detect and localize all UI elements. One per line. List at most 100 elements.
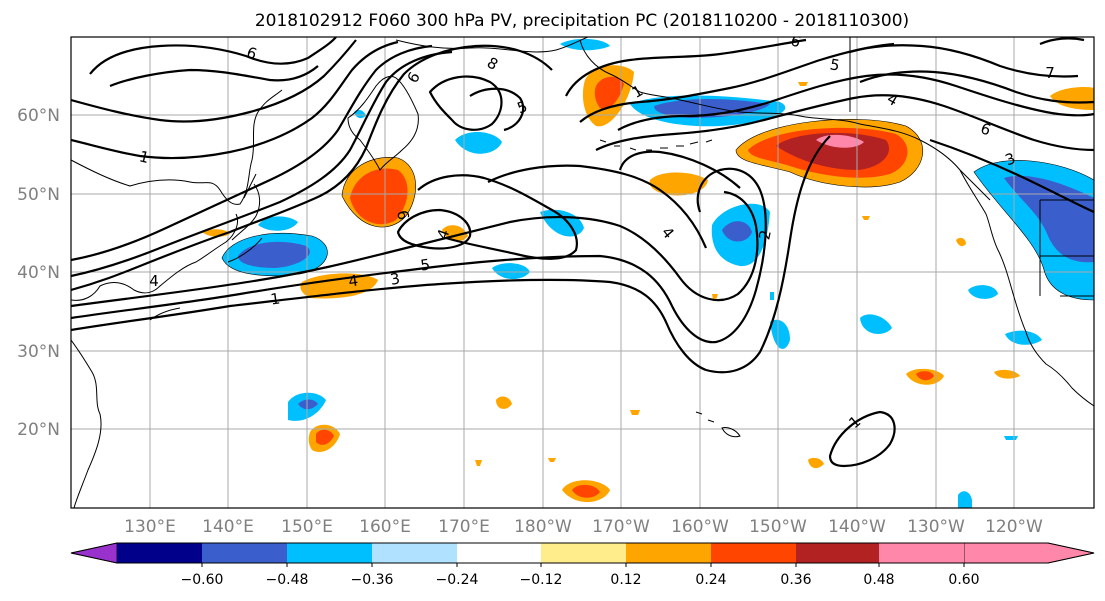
negative-precip-core: [722, 221, 752, 242]
colorbar-tick-label: 0.24: [695, 572, 726, 588]
coastline-kamchatka: [347, 75, 419, 171]
contour-label: 5: [419, 255, 431, 274]
coastline-alaska: [579, 39, 991, 201]
pv-contours: [71, 37, 1094, 468]
colorbar-tick-label: 0.48: [863, 572, 894, 588]
pv-contour: [89, 37, 337, 75]
pv-contour: [71, 40, 399, 160]
pv-contour: [71, 190, 759, 308]
latitude-labels: 60°N 50°N 40°N 30°N 20°N: [17, 106, 60, 440]
pv-contour: [487, 164, 708, 249]
lon-label: 120°W: [985, 517, 1043, 537]
lat-label: 60°N: [17, 106, 60, 126]
lon-label: 160°E: [359, 517, 411, 537]
lat-label: 50°N: [17, 185, 60, 205]
negative-precip-core: [654, 99, 770, 118]
pv-contour: [595, 94, 1094, 152]
lon-label: 160°W: [671, 517, 729, 537]
positive-precip-area: [862, 216, 870, 220]
positive-precip-area: [798, 82, 808, 86]
colorbar-bin: [796, 543, 879, 563]
pv-contour: [396, 208, 472, 250]
negative-precip-area: [560, 38, 610, 51]
colorbar-tick-label: −0.36: [351, 572, 394, 588]
precipitation-shading: [202, 38, 1094, 508]
positive-precip-area: [630, 410, 640, 415]
colorbar-bin: [879, 543, 964, 563]
positive-precip-core: [594, 76, 624, 110]
positive-precip-core: [350, 168, 408, 225]
colorbar-ticks: [201, 563, 965, 567]
contour-label: 6: [393, 209, 412, 222]
negative-precip-core: [238, 241, 310, 268]
contour-label: 2: [755, 228, 775, 241]
colorbar-tick-labels: −0.60 −0.48 −0.36 −0.24 −0.12 0.12 0.24 …: [181, 572, 980, 588]
positive-precip-area: [496, 396, 512, 409]
contour-label: 7: [1045, 64, 1055, 82]
colorbar-tick-label: −0.48: [266, 572, 309, 588]
negative-precip-area: [968, 285, 998, 299]
pv-contour: [849, 44, 1079, 78]
pv-contour: [71, 135, 831, 374]
negative-precip-area: [258, 216, 298, 231]
negative-precip-area: [770, 319, 790, 349]
positive-precip-core: [916, 371, 934, 381]
coastline-hawaii: [695, 411, 741, 438]
pv-contour: [617, 73, 1094, 131]
pv-contour: [1039, 37, 1085, 46]
colorbar-outline: [70, 542, 1095, 564]
figure-title: 2018102912 F060 300 hPa PV, precipitatio…: [255, 11, 909, 31]
pv-contour: [929, 138, 1094, 214]
lon-label: 170°W: [592, 517, 650, 537]
pv-contour: [859, 70, 1094, 104]
colorbar-bin: [117, 543, 202, 563]
pv-contour: [618, 150, 741, 189]
colorbar-tick-label: 0.36: [780, 572, 811, 588]
coastline-north-america: [959, 169, 1094, 407]
negative-precip-core: [1004, 175, 1094, 263]
positive-precip-area: [956, 237, 966, 247]
coastline-japan: [149, 173, 263, 321]
negative-precip-area: [770, 292, 774, 300]
pv-contour: [71, 50, 453, 278]
positive-precip-area: [1050, 86, 1094, 110]
lon-label: 130°E: [124, 517, 176, 537]
pv-contour: [109, 65, 319, 88]
contour-label: 1: [269, 289, 281, 308]
colorbar-bin: [457, 543, 541, 563]
coastline-siberia: [395, 37, 589, 53]
positive-precip-area: [649, 172, 708, 196]
colorbar-bin: [541, 543, 626, 563]
lat-label: 30°N: [17, 342, 60, 362]
pv-contour: [71, 44, 433, 262]
lon-label: 150°W: [749, 517, 807, 537]
negative-precip-area: [958, 491, 972, 508]
positive-precip-area: [712, 294, 718, 300]
pv-contour: [428, 75, 503, 131]
negative-precip-area: [860, 314, 892, 334]
map-frame: [70, 36, 1095, 509]
colorbar: −0.60 −0.48 −0.36 −0.24 −0.12 0.12 0.24 …: [70, 542, 1095, 588]
lon-label: 150°E: [281, 517, 333, 537]
contour-label: 4: [149, 272, 159, 290]
pv-contour: [469, 87, 525, 132]
positive-precip-area: [475, 460, 482, 466]
pv-contour: [417, 174, 578, 260]
positive-precip-core: [572, 484, 600, 498]
colorbar-tick-label: −0.60: [181, 572, 224, 588]
colorbar-bin: [372, 543, 457, 563]
contour-label: 1: [137, 147, 151, 167]
lon-label: 180°W: [514, 517, 572, 537]
lon-label: 140°E: [202, 517, 254, 537]
pv-contour: [71, 44, 553, 292]
map-panel: 1 1 1 1 2 3 3 4 4 4 4 4 5 5 5 6 6 6 6 6 …: [71, 37, 1094, 508]
colorbar-bin: [711, 543, 796, 563]
colorbar-bin: [202, 543, 287, 563]
colorbar-bin: [626, 543, 711, 563]
colorbar-bin: [287, 543, 372, 563]
negative-precip-core: [298, 399, 318, 410]
contour-label: 5: [829, 55, 842, 74]
negative-precip-area: [492, 263, 530, 280]
negative-precip-area: [1004, 436, 1018, 440]
contour-label: 3: [389, 269, 402, 288]
